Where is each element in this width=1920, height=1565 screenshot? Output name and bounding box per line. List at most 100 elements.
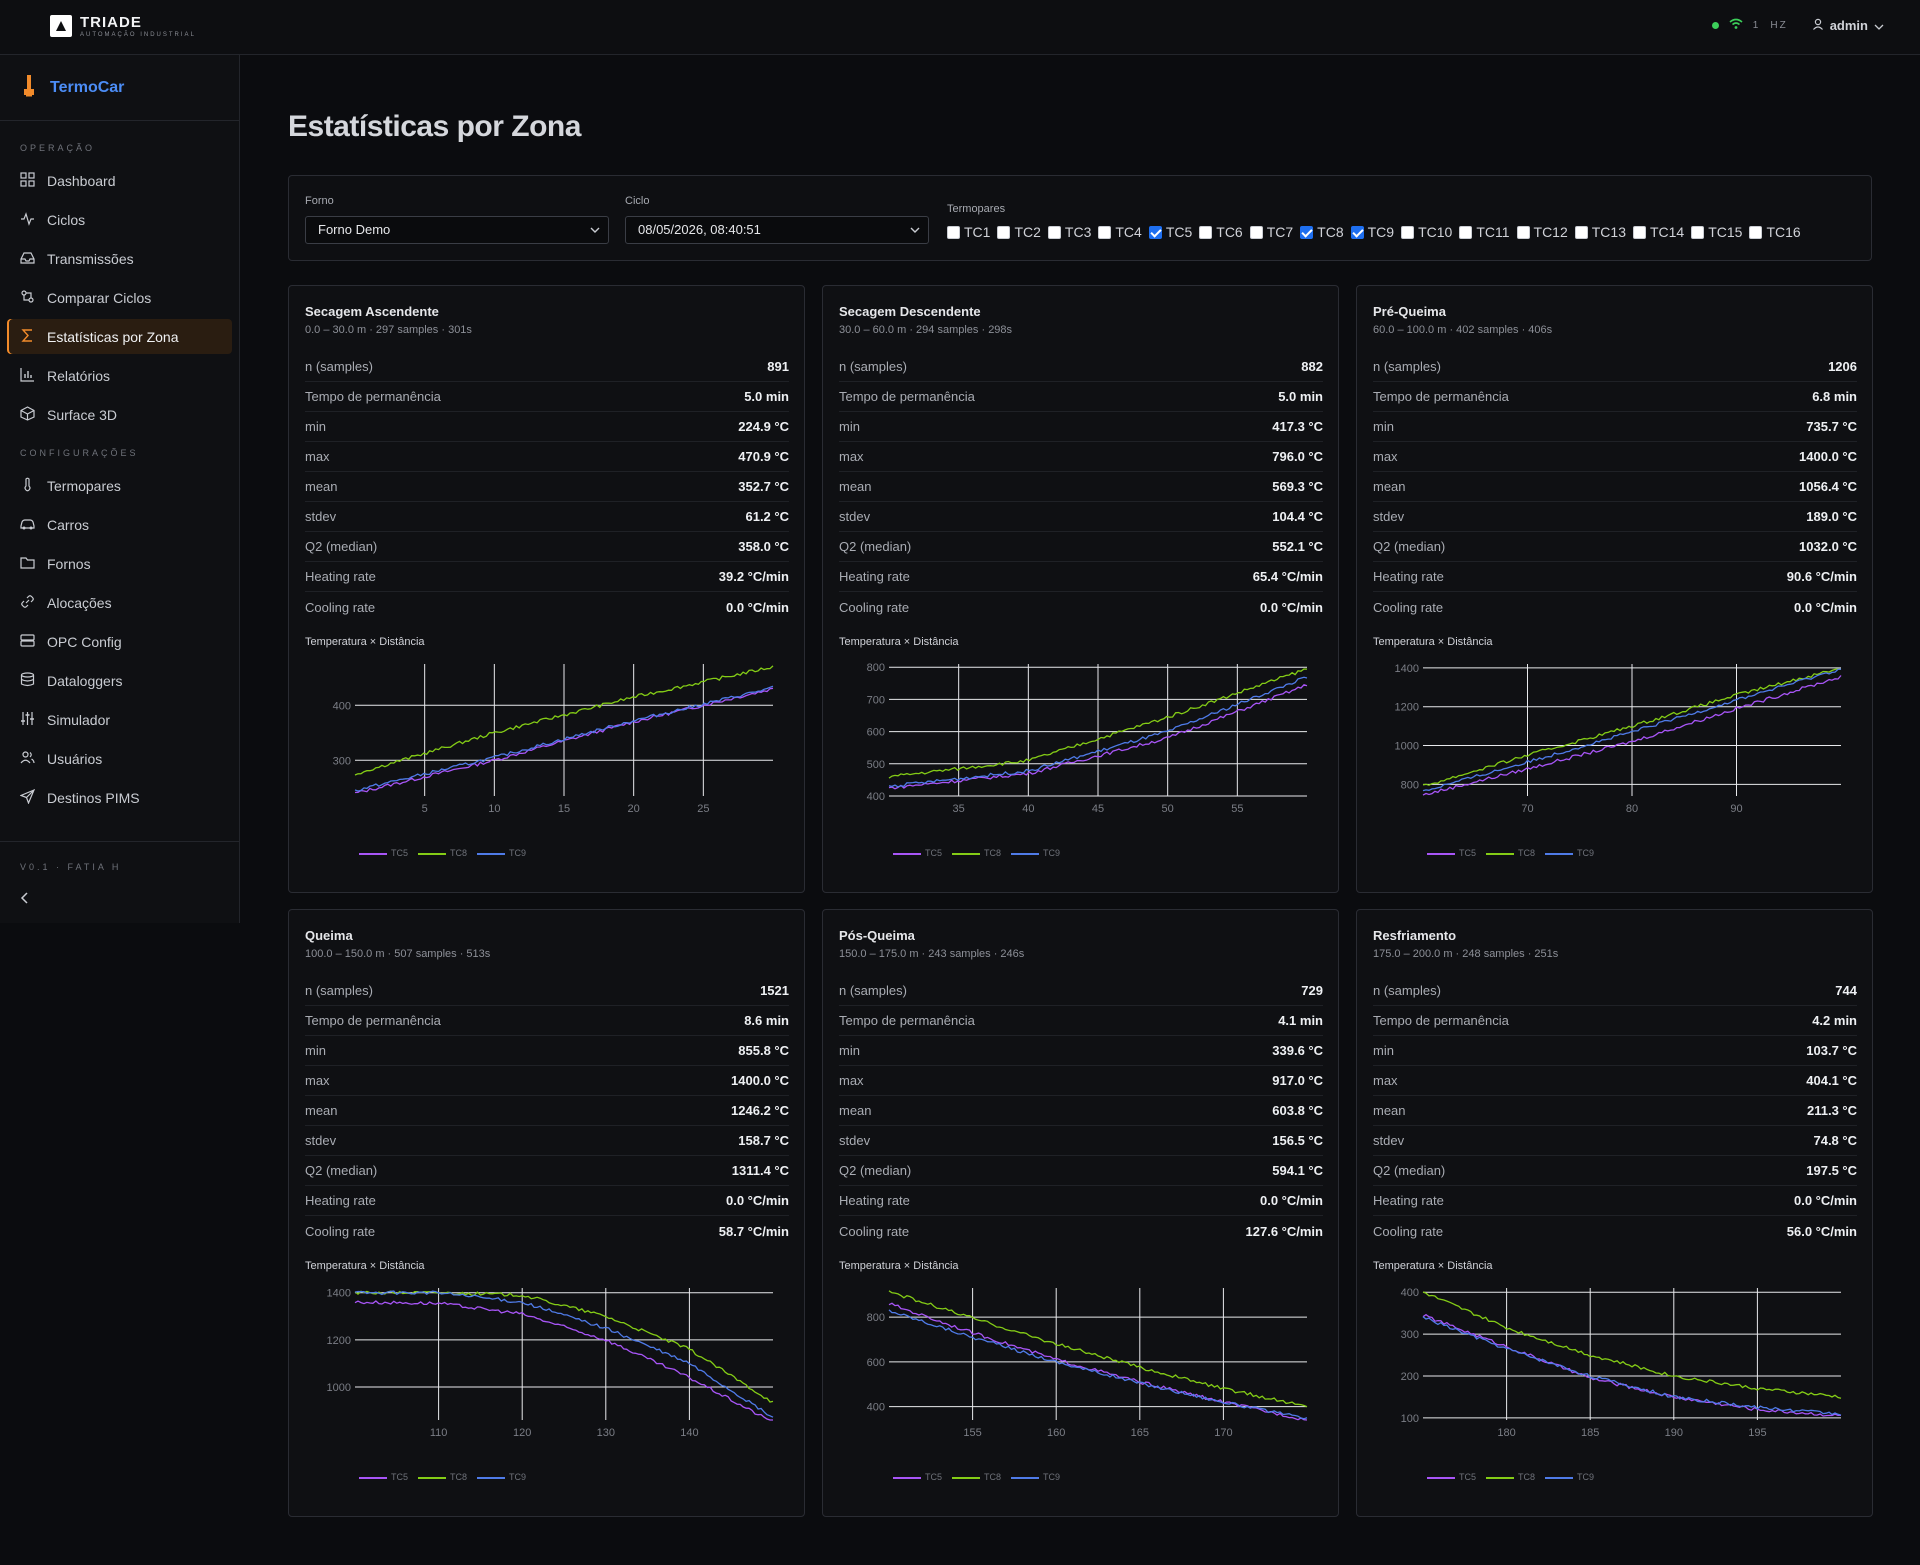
chart-title: Temperatura × Distância (1373, 636, 1493, 648)
legend-item-tc8[interactable]: TC8 (1486, 848, 1535, 858)
forno-select[interactable]: Forno Demo (305, 216, 609, 244)
checkbox-box[interactable] (1300, 225, 1314, 239)
sidebar-item-destinos-pims[interactable]: Destinos PIMS (7, 780, 232, 815)
checkbox-box[interactable] (1574, 225, 1588, 239)
activity-icon (20, 211, 35, 229)
checkbox-tc16[interactable]: TC16 (1749, 224, 1801, 240)
checkbox-tc2[interactable]: TC2 (997, 224, 1041, 240)
sidebar-footer: V0.1 · FATIA H (0, 841, 239, 923)
checkbox-tc7[interactable]: TC7 (1249, 224, 1293, 240)
sidebar-item-termopares[interactable]: Termopares (7, 468, 232, 503)
sidebar-item-aloca-es[interactable]: Alocações (7, 585, 232, 620)
inbox-icon (20, 250, 35, 268)
sidebar-item-dashboard[interactable]: Dashboard (7, 163, 232, 198)
sidebar-item-opc-config[interactable]: OPC Config (7, 624, 232, 659)
legend-item-tc5[interactable]: TC5 (893, 848, 942, 858)
stat-label: Q2 (median) (305, 1163, 378, 1178)
legend-item-tc5[interactable]: TC5 (1427, 1472, 1476, 1482)
checkbox-box[interactable] (1691, 225, 1705, 239)
checkbox-box[interactable] (1632, 225, 1646, 239)
checkbox-box[interactable] (1199, 225, 1213, 239)
legend-swatch (418, 852, 447, 855)
checkbox-box[interactable] (1249, 225, 1263, 239)
sidebar-item-fornos[interactable]: Fornos (7, 546, 232, 581)
legend-item-tc9[interactable]: TC9 (477, 848, 526, 858)
checkbox-tc15[interactable]: TC15 (1691, 224, 1742, 240)
legend-swatch (1427, 852, 1455, 855)
y-tick-label: 1200 (1395, 702, 1419, 714)
legend-item-tc5[interactable]: TC5 (893, 1472, 942, 1482)
checkbox-box[interactable] (1047, 225, 1061, 239)
checkbox-box[interactable] (947, 225, 960, 239)
user-menu[interactable]: admin (1812, 18, 1884, 33)
temperature-distance-chart: 800 1000 1200 1400 70 80 90 (1395, 663, 1842, 815)
checkbox-tc4[interactable]: TC4 (1098, 224, 1142, 240)
legend-item-tc8[interactable]: TC8 (418, 1472, 467, 1482)
stat-label: max (305, 1073, 330, 1088)
checkbox-tc8[interactable]: TC8 (1300, 224, 1344, 240)
legend-item-tc8[interactable]: TC8 (952, 848, 1001, 858)
checkbox-tc10[interactable]: TC10 (1401, 224, 1452, 240)
legend-item-tc9[interactable]: TC9 (1011, 848, 1060, 858)
stat-row: Q2 (median) 552.1 °C (839, 532, 1323, 562)
x-tick-label: 20 (628, 803, 640, 815)
legend-item-tc5[interactable]: TC5 (1427, 848, 1476, 858)
checkbox-tc9[interactable]: TC9 (1350, 224, 1394, 240)
checkbox-tc12[interactable]: TC12 (1516, 224, 1568, 240)
legend-item-tc8[interactable]: TC8 (418, 848, 467, 858)
x-tick-label: 50 (1162, 803, 1174, 815)
checkbox-tc1[interactable]: TC1 (947, 224, 990, 240)
stat-label: max (839, 449, 864, 464)
legend-label: TC9 (1577, 848, 1595, 858)
brand-logo[interactable]: TRIADE AUTOMAÇÃO INDUSTRIAL (50, 14, 196, 38)
legend-label: TC5 (1459, 1472, 1477, 1482)
sidebar-item-label: Dashboard (47, 172, 116, 189)
app-title[interactable]: TermoCar (0, 55, 239, 121)
checkbox-box[interactable] (1148, 225, 1162, 239)
collapse-sidebar-icon[interactable] (20, 891, 30, 909)
checkbox-box[interactable] (1459, 225, 1473, 239)
legend-item-tc9[interactable]: TC9 (1011, 1472, 1060, 1482)
checkbox-box[interactable] (1749, 225, 1763, 239)
checkbox-box[interactable] (997, 225, 1011, 239)
ciclo-select[interactable]: 08/05/2026, 08:40:51 (625, 216, 929, 244)
checkbox-tc5[interactable]: TC5 (1148, 224, 1192, 240)
legend-item-tc9[interactable]: TC9 (1545, 1472, 1594, 1482)
checkbox-tc11[interactable]: TC11 (1459, 224, 1510, 240)
temperature-distance-chart: 100 200 300 400 180 185 190 195 (1401, 1287, 1842, 1439)
y-tick-label: 500 (867, 759, 885, 771)
sidebar-item-simulador[interactable]: Simulador (7, 702, 232, 737)
sidebar-item-carros[interactable]: Carros (7, 507, 232, 542)
sidebar-item-surface-3d[interactable]: Surface 3D (7, 397, 232, 432)
stat-row: min 735.7 °C (1373, 412, 1857, 442)
y-tick-label: 700 (867, 694, 885, 706)
stat-row: Heating rate 0.0 °C/min (305, 1186, 789, 1216)
chart-title: Temperatura × Distância (839, 636, 959, 648)
sidebar-item-ciclos[interactable]: Ciclos (7, 202, 232, 237)
car-icon (20, 516, 35, 534)
legend-item-tc8[interactable]: TC8 (1486, 1472, 1535, 1482)
checkbox-tc3[interactable]: TC3 (1047, 224, 1091, 240)
checkbox-box[interactable] (1098, 225, 1112, 239)
checkbox-tc14[interactable]: TC14 (1632, 224, 1684, 240)
legend-item-tc8[interactable]: TC8 (952, 1472, 1001, 1482)
sidebar-item-comparar-ciclos[interactable]: Comparar Ciclos (7, 280, 232, 315)
sidebar-item-transmiss-es[interactable]: Transmissões (7, 241, 232, 276)
sidebar-item-relat-rios[interactable]: Relatórios (7, 358, 232, 393)
checkbox-box[interactable] (1516, 225, 1530, 239)
legend-item-tc9[interactable]: TC9 (477, 1472, 526, 1482)
checkbox-tc6[interactable]: TC6 (1199, 224, 1243, 240)
compare-icon (20, 289, 35, 307)
legend-item-tc5[interactable]: TC5 (359, 848, 408, 858)
legend-item-tc5[interactable]: TC5 (359, 1472, 408, 1482)
legend-item-tc9[interactable]: TC9 (1545, 848, 1594, 858)
checkbox-tc13[interactable]: TC13 (1574, 224, 1626, 240)
sidebar-item-estat-sticas-por-zona[interactable]: Estatísticas por Zona (7, 319, 232, 354)
sidebar-item-dataloggers[interactable]: Dataloggers (7, 663, 232, 698)
sidebar-item-label: Comparar Ciclos (47, 289, 152, 306)
checkbox-box[interactable] (1350, 225, 1364, 239)
sidebar-item-usu-rios[interactable]: Usuários (7, 741, 232, 776)
checkbox-box[interactable] (1401, 225, 1415, 239)
checkbox-label: TC11 (1476, 224, 1510, 240)
series-line-tc8 (1422, 668, 1842, 786)
